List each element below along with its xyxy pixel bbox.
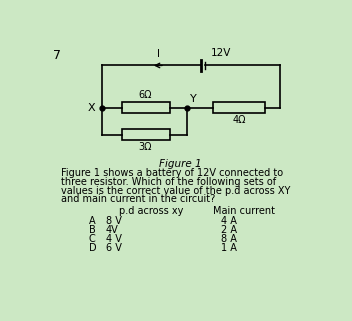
Text: 8 A: 8 A [221,234,237,244]
Text: and main current in the circuit?: and main current in the circuit? [61,195,215,204]
Text: 7: 7 [53,49,61,62]
Text: p.d across xy: p.d across xy [119,206,183,216]
Text: 6 V: 6 V [106,243,122,253]
Text: values is the correct value of the p.d across XY: values is the correct value of the p.d a… [61,186,290,195]
Text: 4Ω: 4Ω [232,115,246,125]
Text: 4 V: 4 V [106,234,122,244]
Text: C: C [89,234,96,244]
Text: B: B [89,225,96,235]
Text: 6Ω: 6Ω [139,90,152,100]
Text: 4V: 4V [106,225,119,235]
Bar [213,102,265,113]
Text: 2 A: 2 A [221,225,237,235]
Text: 1 A: 1 A [221,243,237,253]
Text: Figure 1 shows a battery of 12V connected to: Figure 1 shows a battery of 12V connecte… [61,168,283,178]
Text: 3Ω: 3Ω [139,142,152,152]
Text: D: D [89,243,96,253]
Text: I: I [157,49,160,59]
Text: A: A [89,216,96,226]
Text: 4 A: 4 A [221,216,237,226]
Text: three resistor. Which of the following sets of: three resistor. Which of the following s… [61,177,276,187]
Text: 8 V: 8 V [106,216,122,226]
Bar [121,129,170,140]
Text: Figure 1: Figure 1 [159,160,202,169]
Text: X: X [87,103,95,113]
Text: Y: Y [190,94,196,104]
Text: Main current: Main current [213,206,275,216]
Text: 12V: 12V [210,48,231,58]
Bar [121,102,170,113]
